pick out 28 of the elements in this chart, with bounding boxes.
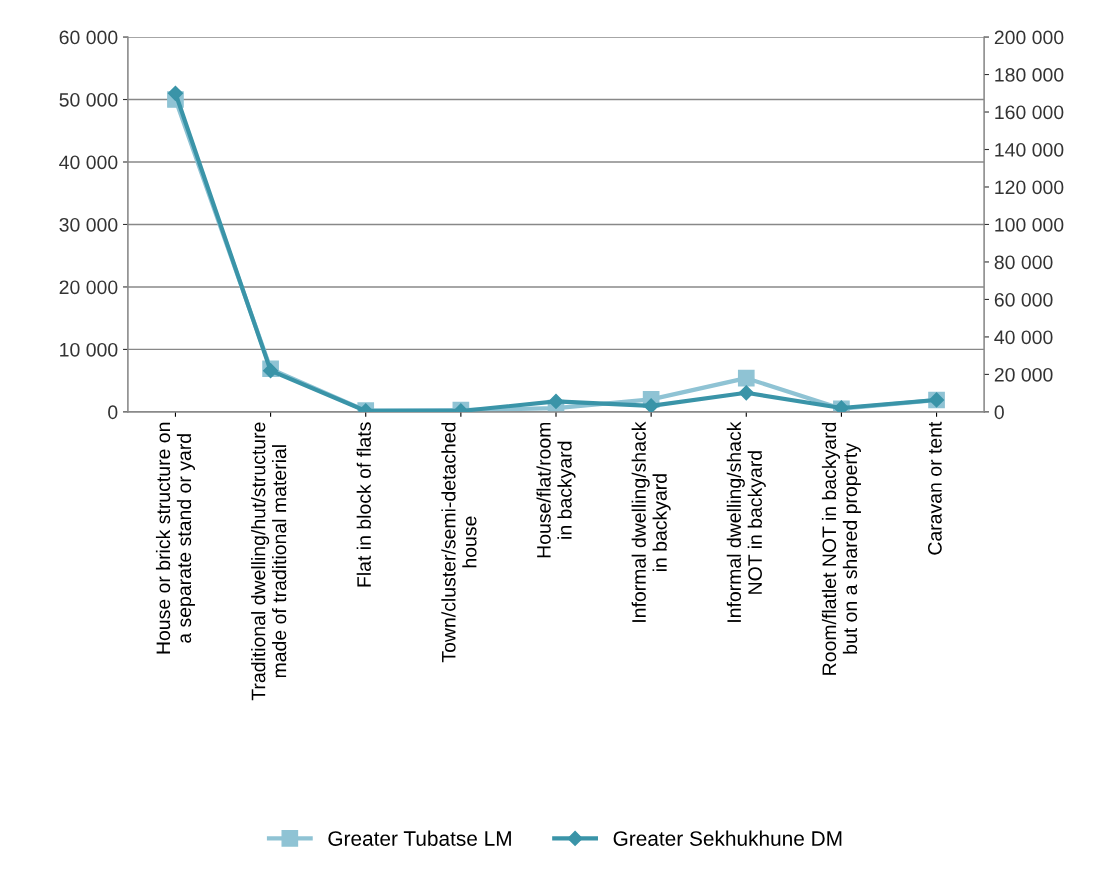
x-tick-label: Traditional dwelling/hut/structure made of traditional material xyxy=(251,422,287,701)
y2-tick-label: 20 000 xyxy=(994,367,1053,382)
y-tick-label: 30 000 xyxy=(59,217,118,232)
y-tick-label: 50 000 xyxy=(59,92,118,107)
x-tick-label: Caravan or tent xyxy=(928,421,942,555)
x-tick-label: House or brick structure on a separate stand or yard xyxy=(155,422,195,654)
y-tick-label: 40 000 xyxy=(59,155,118,170)
x-tick-label: House/flat/room in backyard xyxy=(536,422,576,558)
x-tick-label: Room/flatlet NOT in backyard but on a shared property xyxy=(821,422,861,675)
y-tick-label: 10 000 xyxy=(60,342,118,357)
y-tick-label: 0 xyxy=(108,405,118,420)
x-tick-label: Flat in block of flats xyxy=(356,422,371,587)
legend-label: Greater Sekhukhune DM xyxy=(613,830,842,846)
y2-tick-label: 60 000 xyxy=(994,292,1053,307)
y-tick-label: 60 000 xyxy=(59,30,118,45)
y2-tick-label: 100 000 xyxy=(995,217,1064,232)
y2-tick-label: 0 xyxy=(994,405,1004,420)
y2-tick-label: 200 000 xyxy=(994,30,1064,45)
x-tick-label: Informal dwelling/shack in backyard xyxy=(631,421,671,622)
y2-tick-label: 140 000 xyxy=(995,142,1064,157)
x-tick-label: Town/cluster/semi-detached house xyxy=(441,422,477,663)
y-tick-label: 20 000 xyxy=(59,280,118,295)
legend-label: Greater Tubatse LM xyxy=(328,830,511,846)
y2-tick-label: 80 000 xyxy=(994,255,1053,270)
y2-tick-label: 120 000 xyxy=(995,180,1064,195)
y2-tick-label: 40 000 xyxy=(994,330,1053,345)
y2-tick-label: 180 000 xyxy=(995,68,1064,82)
y2-tick-label: 160 000 xyxy=(995,105,1064,120)
